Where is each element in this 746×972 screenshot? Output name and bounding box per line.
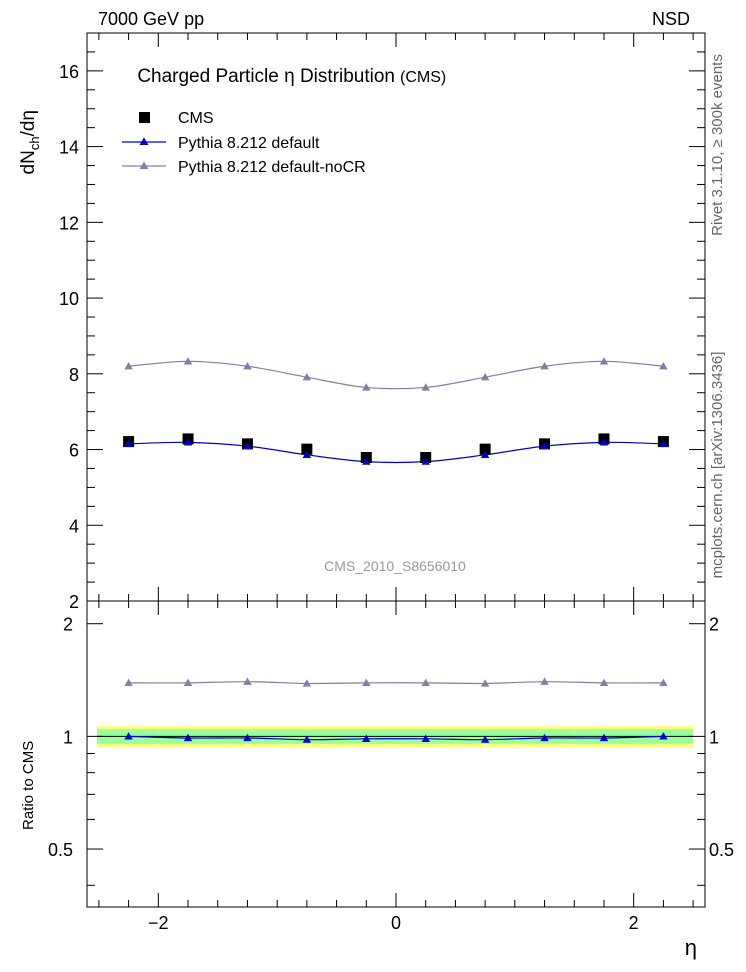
main-y-tick-label: 14 [59,138,79,158]
y-title-tail: /dη [18,110,39,136]
ratio-point-default [659,732,668,740]
ratio-y-tick-label-left: 0.5 [48,840,73,860]
legend-default-label: Pythia 8.212 default [178,135,320,152]
data-point-nocr [362,383,371,391]
data-point-nocr [540,362,549,370]
ratio-point-nocr [599,678,609,687]
data-point-default [599,438,609,446]
main-y-tick-labels: 2 4 6 8 10 12 14 16 [59,62,79,612]
ratio-y-tick-label-right: 2 [709,615,719,635]
ratio-point-default [362,734,371,742]
data-point-nocr [421,383,430,391]
rivet-label: Rivet 3.1.10, ≥ 300k events [709,54,726,236]
ratio-frame [86,600,706,908]
main-y-tick-label: 4 [69,516,79,536]
main-series [123,357,669,465]
data-point-default [480,450,490,458]
legend-nocr-marker [139,161,149,169]
ratio-point-default [183,733,193,742]
y-title-main: dN [18,150,39,174]
ratio-point-default [302,735,312,743]
data-point-cms [479,443,491,455]
process-label: NSD [652,9,690,29]
ratio-y-tick-label-left: 1 [63,727,73,747]
ratio-axis-ticks [87,601,705,907]
data-point-nocr [243,362,252,370]
y-title-sub: ch [27,136,42,150]
data-point-nocr [480,373,490,381]
main-y-tick-label: 6 [69,441,79,461]
energy-label: 7000 GeV pp [98,9,204,29]
main-y-tick-label: 8 [69,365,79,385]
data-point-default [540,441,549,450]
ratio-x-tick-labels: −2 0 2 [148,913,639,933]
ratio-point-default [480,735,490,743]
ratio-line-default [128,735,664,741]
data-point-default [124,439,133,448]
legend-nocr-label: Pythia 8.212 default-noCR [178,159,366,176]
data-point-default [362,457,371,465]
ratio-point-default [599,733,609,742]
data-point-nocr [659,362,668,370]
ratio-series [124,677,668,743]
main-panel: 2 4 6 8 10 12 14 16 Charged Particle η Distribu… [18,32,706,612]
data-point-default [421,457,430,465]
ratio-y-axis-title: Ratio to CMS [20,741,37,830]
ratio-point-nocr [362,678,371,687]
x-tick-label: −2 [148,913,169,933]
main-y-axis-title: dNch/dη [18,110,42,174]
data-point-default [659,439,668,448]
ratio-point-default [421,734,430,742]
legend-cms-label: CMS [178,110,214,127]
main-y-tick-label: 12 [59,213,79,233]
chart-title-suffix: (CMS) [400,69,446,86]
analysis-label: CMS_2010_S8656010 [324,558,466,574]
ratio-y-tick-label-right: 0.5 [709,840,734,860]
x-axis-title: η [685,935,697,960]
ratio-point-default [243,733,252,742]
main-y-tick-label: 16 [59,62,79,82]
data-point-default [243,441,252,450]
series-line-nocr [128,360,664,390]
ratio-point-nocr [183,678,193,687]
x-tick-label: 2 [629,913,639,933]
ratio-point-nocr [659,678,668,687]
legend-cms-marker [139,112,150,123]
ratio-point-nocr [540,677,549,685]
ratio-y-tick-labels: 0.5 0.5 1 1 2 2 [48,615,734,860]
series-line-default [128,441,664,464]
source-label: mcplots.cern.ch [arXiv:1306.3436] [709,352,726,579]
ratio-point-nocr [480,679,490,687]
ratio-panel: 0.5 0.5 1 1 2 2 −2 0 2 Ratio to CMS η [20,600,734,960]
data-point-cms [301,443,313,455]
ratio-y-tick-label-left: 2 [63,615,73,635]
main-y-tick-label: 10 [59,289,79,309]
ratio-point-default [124,732,133,740]
ratio-point-nocr [124,678,133,687]
main-axis-ticks [87,32,705,602]
x-tick-label: 0 [391,913,401,933]
data-point-nocr [599,357,609,365]
ratio-point-nocr [302,679,312,687]
main-y-tick-label: 2 [69,592,79,612]
chart-title: Charged Particle η Distribution [137,66,395,87]
ratio-y-tick-label-right: 1 [709,727,719,747]
data-point-default [302,450,312,458]
ratio-point-nocr [243,677,252,685]
data-point-default [183,438,193,446]
legend: CMS Pythia 8.212 default Pythia 8.212 de… [122,110,366,176]
data-point-nocr [183,357,193,365]
data-point-nocr [124,362,133,370]
ratio-line-nocr [128,681,664,685]
data-point-nocr [302,373,312,381]
ratio-point-default [540,733,549,742]
ratio-point-nocr [421,678,430,687]
legend-default-marker [139,137,149,145]
